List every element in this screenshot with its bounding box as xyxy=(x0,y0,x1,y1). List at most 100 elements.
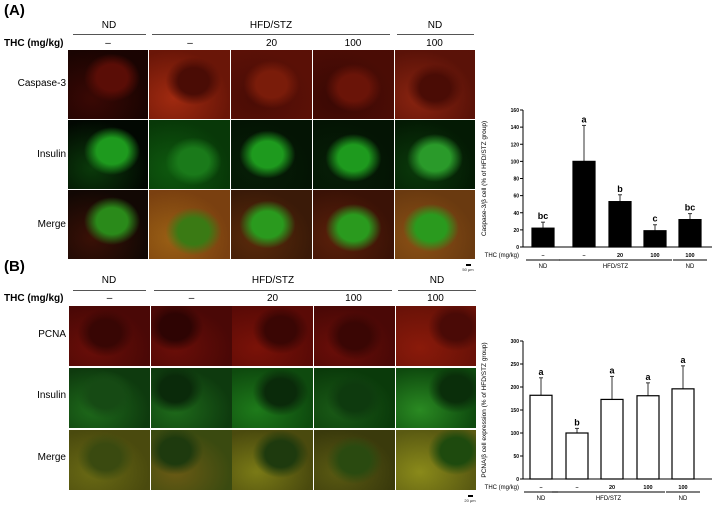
caspase3-chart-x-tick-label: 20 xyxy=(617,253,623,259)
caspase3-chart-y-tick-label: 120 xyxy=(511,142,520,148)
caspase3-chart-group-label: ND xyxy=(539,264,548,270)
panel-b-group-line xyxy=(73,290,146,291)
panel-a-thc-label: THC (mg/kg) xyxy=(4,38,64,49)
pcna-chart-group-label: HFD/STZ xyxy=(596,496,622,502)
caspase3-chart-significance-label: bc xyxy=(685,203,696,213)
panel-a-image-r2-c2 xyxy=(149,120,230,189)
panel-a-group-line xyxy=(397,34,474,35)
pcna-bar-chart: 0 50 100 150 200 250 300 PCNA/β cell expression… xyxy=(481,339,712,502)
caspase3-chart-y-tick-label: 140 xyxy=(511,125,520,131)
panel-a-image-r2-c3 xyxy=(231,120,312,189)
pcna-chart-significance-label: a xyxy=(538,367,544,377)
pcna-chart-y-axis-label: PCNA/β cell expression (% of HFD/STZ gro… xyxy=(481,342,488,477)
caspase3-chart-y-tick-label: 60 xyxy=(513,194,519,200)
panel-b-dose: 100 xyxy=(427,293,444,304)
pcna-chart-significance-label: a xyxy=(609,365,615,375)
caspase3-chart-bar xyxy=(531,227,555,248)
pcna-chart-significance-label: a xyxy=(645,372,651,382)
pcna-chart-x-axis-label: THC (mg/kg) xyxy=(485,485,519,491)
panel-a-group-line xyxy=(73,34,146,35)
pcna-chart-significance-label: b xyxy=(574,417,580,427)
panel-a-image-r2-c4 xyxy=(313,120,394,189)
panel-a-group-line xyxy=(152,34,390,35)
panel-a-group-hfdstz: HFD/STZ xyxy=(249,20,293,31)
panel-b-image-r2-c3 xyxy=(232,368,313,428)
panel-b-row-pcna: PCNA xyxy=(38,329,66,340)
scale-bar-icon xyxy=(466,264,471,266)
panel-a-image-r3-c4 xyxy=(313,190,394,259)
panel-b-image-r3-c1 xyxy=(69,430,150,490)
pcna-chart-group-label: ND xyxy=(537,496,546,502)
caspase3-chart-significance-label: c xyxy=(652,214,657,224)
panel-b-dose: 100 xyxy=(345,293,362,304)
pcna-chart-bar xyxy=(636,395,660,480)
caspase3-chart-group-label: HFD/STZ xyxy=(603,264,629,270)
pcna-chart-y-tick-label: 50 xyxy=(513,454,519,460)
caspase3-chart-group-label: ND xyxy=(686,264,695,270)
pcna-chart-x-tick-label: – xyxy=(575,485,578,491)
scale-bar-icon xyxy=(468,495,473,497)
caspase3-chart-y-tick-label: 160 xyxy=(511,108,520,114)
caspase3-chart-y-axis-label: Caspase-3/β cell (% of HFD/STZ group) xyxy=(481,121,488,236)
caspase3-chart-bar xyxy=(608,201,632,248)
panel-b-image-r1-c1 xyxy=(69,306,150,366)
caspase3-chart-significance-label: bc xyxy=(538,211,549,221)
panel-b-image-r3-c4 xyxy=(314,430,395,490)
caspase3-chart-y-tick-label: 0 xyxy=(516,245,519,251)
panel-a-image-r1-c5 xyxy=(395,50,475,119)
panel-a-dose: 20 xyxy=(265,38,278,49)
panel-b-row-merge: Merge xyxy=(37,452,66,463)
pcna-chart-x-tick-label: 20 xyxy=(609,485,615,491)
pcna-chart-x-tick-label: 100 xyxy=(678,485,687,491)
panel-a-image-r1-c3 xyxy=(231,50,312,119)
pcna-chart-bar xyxy=(671,388,695,480)
panel-b-group-nd2: ND xyxy=(429,275,445,286)
pcna-chart-y-tick-label: 150 xyxy=(511,408,520,414)
caspase3-chart-x-tick-label: 100 xyxy=(685,253,694,259)
panel-b-image-r3-c5 xyxy=(396,430,476,490)
panel-a-label: (A) xyxy=(4,2,25,19)
panel-b-group-nd: ND xyxy=(101,275,117,286)
panel-b-thc-label: THC (mg/kg) xyxy=(4,293,64,304)
panel-b-dose: – xyxy=(188,293,195,304)
panel-a-group-nd: ND xyxy=(101,20,117,31)
panel-a-row-caspase3: Caspase-3 xyxy=(17,78,66,89)
panel-a-dose: 100 xyxy=(426,38,443,49)
caspase3-chart-y-tick-label: 80 xyxy=(513,177,519,183)
panel-a-row-merge: Merge xyxy=(37,219,66,230)
pcna-chart-y-tick-label: 300 xyxy=(511,339,520,345)
panel-b-row-insulin: Insulin xyxy=(37,390,66,401)
panel-a-image-r2-c5 xyxy=(395,120,475,189)
panel-a-scale-label: 50 μm xyxy=(462,267,474,272)
panel-a-dose: 100 xyxy=(344,38,362,49)
pcna-chart-y-tick-label: 100 xyxy=(511,431,520,437)
panel-b-label: (B) xyxy=(4,258,25,275)
panel-b-dose: – xyxy=(106,293,113,304)
panel-a-row-insulin: Insulin xyxy=(37,149,66,160)
panel-b-group-line xyxy=(154,290,392,291)
panel-b-image-r1-c3 xyxy=(232,306,313,366)
pcna-chart-bar xyxy=(565,432,589,480)
panel-b-group-line xyxy=(398,290,476,291)
pcna-chart-y-tick-label: 250 xyxy=(511,362,520,368)
panel-b-image-r3-c3 xyxy=(232,430,313,490)
panel-b-image-r1-c2 xyxy=(151,306,232,366)
panel-a-image-r1-c2 xyxy=(149,50,230,119)
pcna-chart-y-tick-label: 200 xyxy=(511,385,520,391)
caspase3-chart-y-tick-label: 100 xyxy=(511,159,520,165)
caspase3-chart-y-tick-label: 20 xyxy=(513,228,519,234)
panel-a-image-r3-c2 xyxy=(149,190,230,259)
panel-a-image-r2-c1 xyxy=(68,120,148,189)
caspase3-chart-y-tick-label: 40 xyxy=(513,211,519,217)
panel-b-dose: 20 xyxy=(266,293,279,304)
panel-b-image-r2-c2 xyxy=(151,368,232,428)
panel-b-scale-label: 20 μm xyxy=(464,498,476,503)
panel-a-group-nd2: ND xyxy=(427,20,443,31)
panel-a-image-r3-c1 xyxy=(68,190,148,259)
pcna-chart-x-tick-label: – xyxy=(539,485,542,491)
panel-b-image-r1-c5 xyxy=(396,306,476,366)
caspase3-chart-x-axis-label: THC (mg/kg) xyxy=(485,253,519,259)
panel-b-image-r2-c1 xyxy=(69,368,150,428)
panel-a-image-r1-c1 xyxy=(68,50,148,119)
panel-a-dose: – xyxy=(187,38,193,49)
